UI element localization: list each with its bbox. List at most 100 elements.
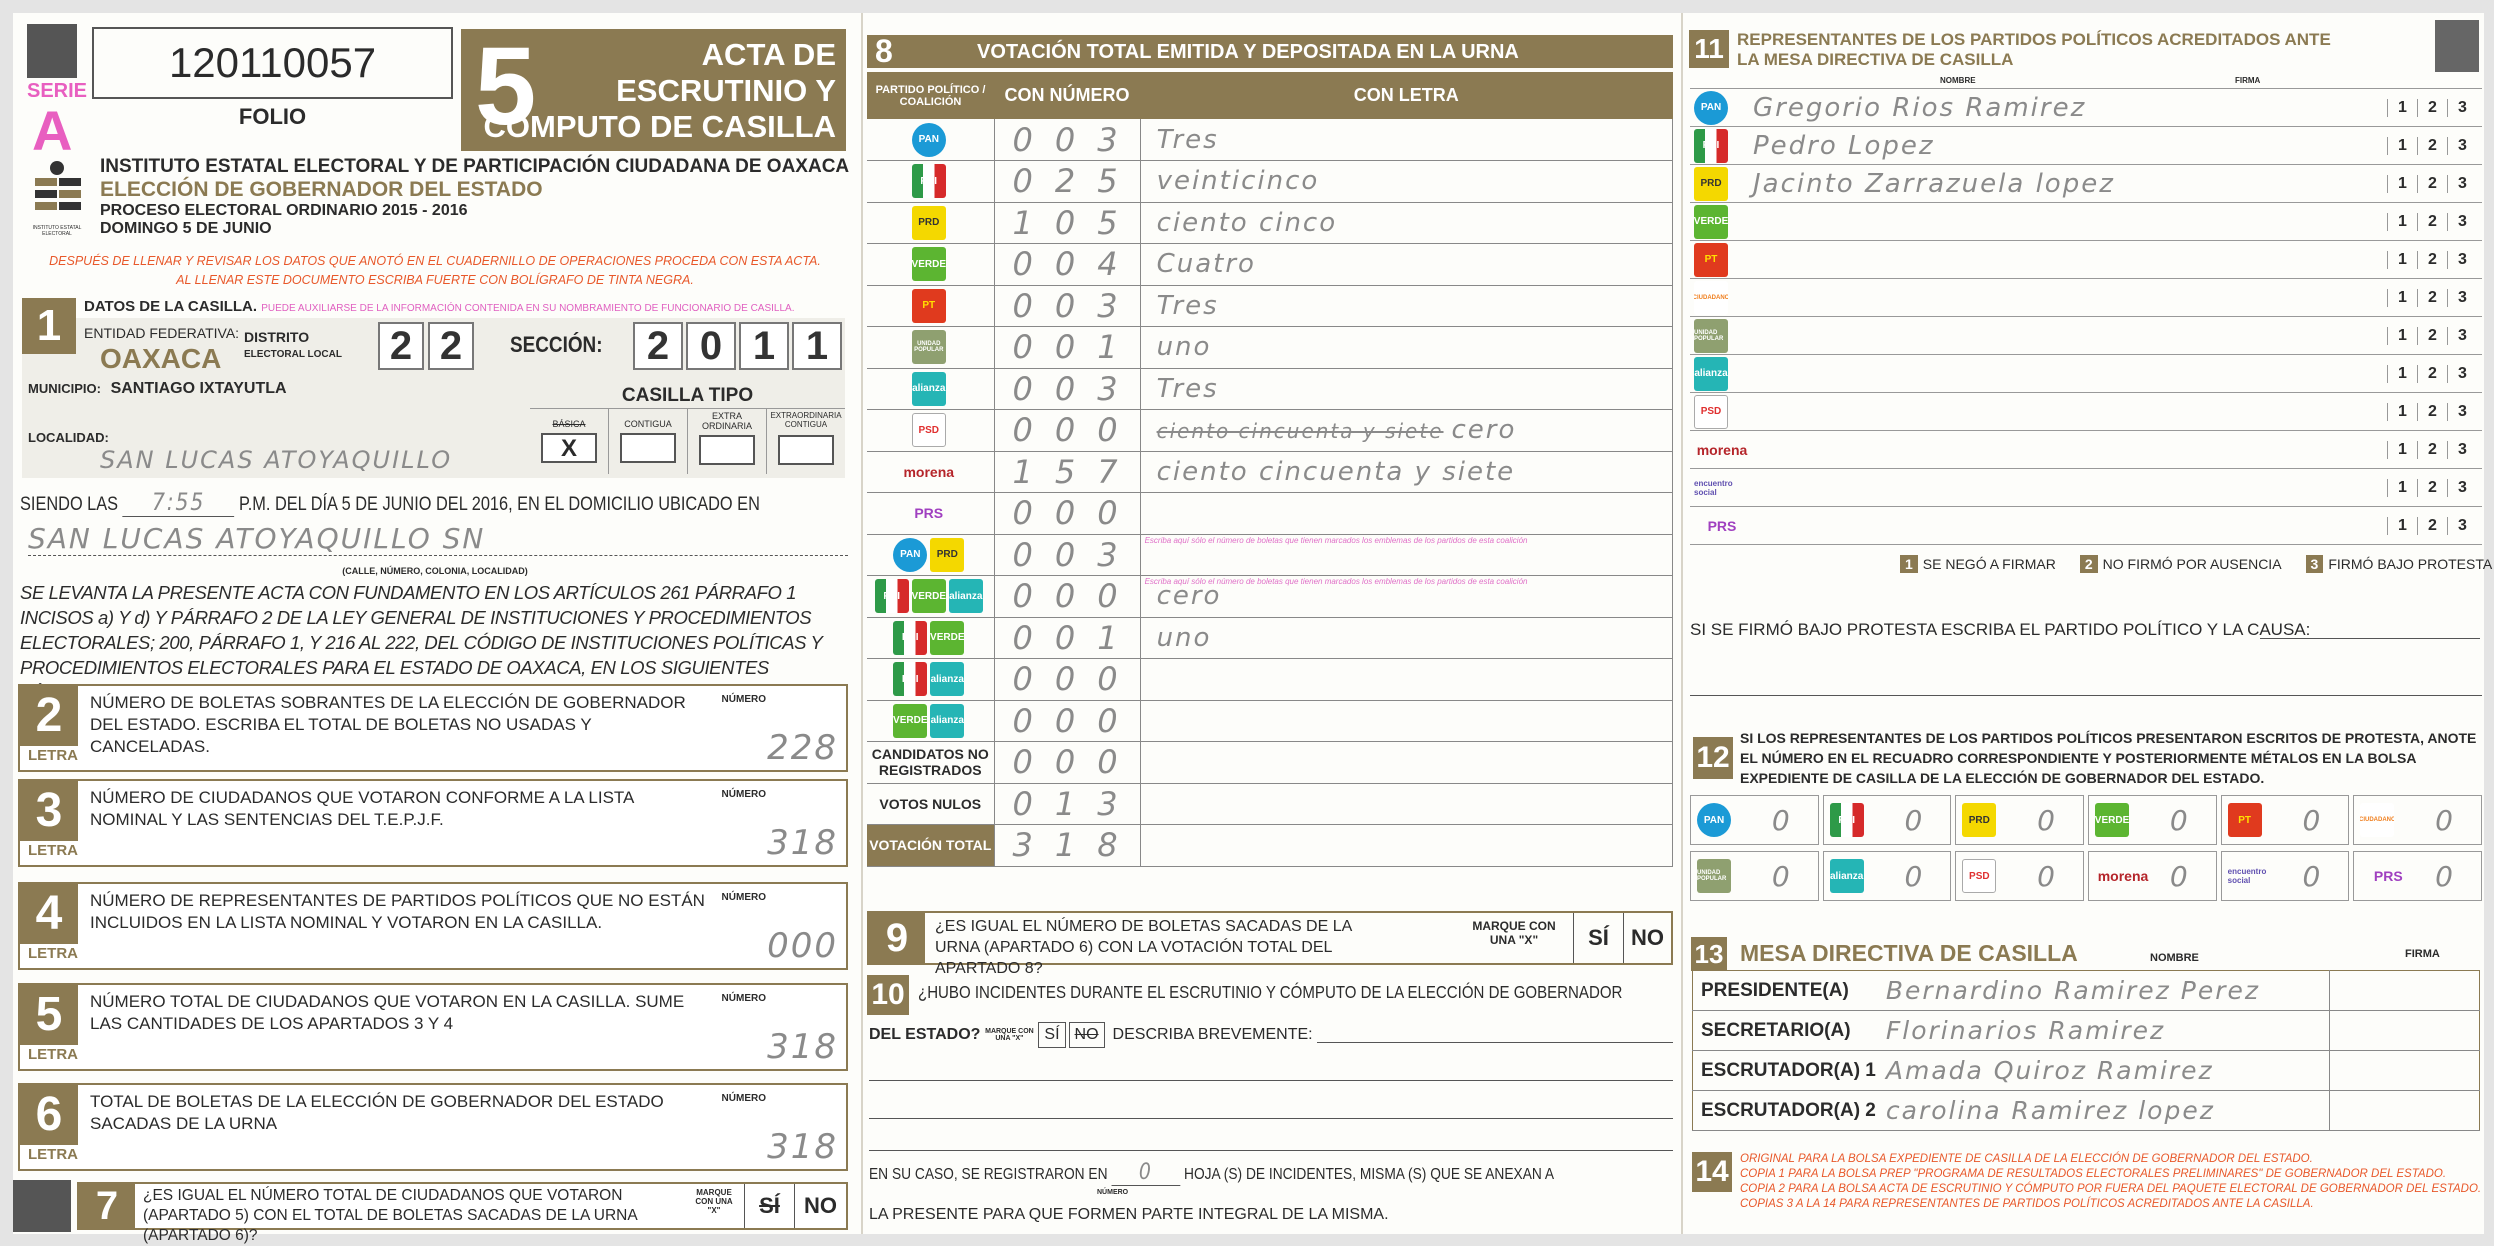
protest-box-psd[interactable]: PSD 0 <box>1955 851 2084 901</box>
numero-cell[interactable]: 157 <box>994 451 1141 493</box>
numero-cell[interactable]: 003 <box>994 285 1141 327</box>
letra-cell[interactable]: Tres <box>1140 368 1674 410</box>
status-option-1[interactable]: 1 <box>2387 98 2417 117</box>
representative-name[interactable]: Pedro Lopez <box>1753 126 2387 165</box>
letra-cell[interactable]: veinticinco <box>1140 160 1674 203</box>
representative-name[interactable] <box>1753 506 2387 545</box>
status-option-1[interactable]: 1 <box>2387 402 2417 421</box>
protest-box-prd[interactable]: PRD 0 <box>1955 795 2084 845</box>
numero-cell[interactable]: 000 <box>994 741 1141 784</box>
status-option-3[interactable]: 3 <box>2447 98 2477 117</box>
seccion-digit[interactable]: 2 <box>633 322 683 370</box>
protest-box-na[interactable]: alianza 0 <box>1822 851 1952 901</box>
status-option-1[interactable]: 1 <box>2387 478 2417 497</box>
protest-box-verde[interactable]: VERDE 0 <box>2088 795 2217 845</box>
status-option-2[interactable]: 2 <box>2417 136 2447 155</box>
representative-name[interactable] <box>1753 316 2387 355</box>
member-signature[interactable] <box>2329 1050 2480 1091</box>
representative-name[interactable] <box>1753 202 2387 241</box>
numero-value[interactable]: 318 <box>767 1027 838 1067</box>
status-option-1[interactable]: 1 <box>2387 516 2417 535</box>
member-name[interactable]: carolina Ramirez lopez <box>1875 1090 2330 1131</box>
status-option-3[interactable]: 3 <box>2447 478 2477 497</box>
letra-cell[interactable]: Tres <box>1140 285 1674 327</box>
status-option-2[interactable]: 2 <box>2417 364 2447 383</box>
numero-cell[interactable]: 000 <box>994 658 1141 701</box>
protest-box-pt[interactable]: PT 0 <box>2220 795 2350 845</box>
distrito-digit[interactable]: 2 <box>428 322 474 370</box>
status-option-2[interactable]: 2 <box>2417 174 2447 193</box>
protest-line[interactable] <box>1690 695 2482 696</box>
status-option-3[interactable]: 3 <box>2447 212 2477 231</box>
status-option-2[interactable]: 2 <box>2417 98 2447 117</box>
numero-value[interactable]: 318 <box>767 823 838 863</box>
tipo-extraordinaria-checkbox[interactable] <box>699 435 755 465</box>
numero-value[interactable]: 000 <box>767 926 838 966</box>
protest-box-morena[interactable]: morena 0 <box>2088 851 2217 901</box>
status-option-3[interactable]: 3 <box>2447 516 2477 535</box>
member-signature[interactable] <box>2329 970 2480 1011</box>
representative-name[interactable] <box>1753 468 2387 507</box>
numero-cell[interactable]: 001 <box>994 326 1141 369</box>
numero-cell[interactable]: 000 <box>994 409 1141 452</box>
letra-cell[interactable] <box>1140 824 1674 867</box>
letra-cell[interactable]: ciento cincuenta y siete <box>1140 451 1674 493</box>
status-option-1[interactable]: 1 <box>2387 212 2417 231</box>
representative-name[interactable] <box>1753 354 2387 393</box>
status-option-2[interactable]: 2 <box>2417 516 2447 535</box>
protest-box-pri[interactable]: PRI 0 <box>1822 795 1952 845</box>
numero-cell[interactable]: 003 <box>994 368 1141 410</box>
letra-cell[interactable]: ciento cincuenta y siete cero <box>1140 409 1674 452</box>
section-10-no[interactable]: NO <box>1068 1022 1105 1048</box>
status-option-1[interactable]: 1 <box>2387 288 2417 307</box>
letra-cell[interactable]: Escriba aquí sólo el número de boletas q… <box>1140 534 1674 576</box>
status-option-3[interactable]: 3 <box>2447 326 2477 345</box>
representative-name[interactable] <box>1753 430 2387 469</box>
numero-cell[interactable]: 000 <box>994 492 1141 535</box>
representative-name[interactable] <box>1753 392 2387 431</box>
numero-cell[interactable]: 001 <box>994 617 1141 659</box>
localidad-value[interactable]: SAN LUCAS ATOYAQUILLO <box>100 446 453 474</box>
tipo-extraordinaria-contigua-checkbox[interactable] <box>778 435 834 465</box>
describe-line[interactable] <box>869 1080 1673 1081</box>
describe-line[interactable] <box>869 1118 1673 1119</box>
member-signature[interactable] <box>2329 1010 2480 1051</box>
section-9-yes[interactable]: SÍ <box>1573 913 1623 963</box>
member-name[interactable]: Amada Quiroz Ramirez <box>1875 1050 2330 1091</box>
section-10-yes[interactable]: SÍ <box>1038 1022 1066 1048</box>
section-9-no[interactable]: NO <box>1623 913 1671 963</box>
section-7-yes[interactable]: SÍ <box>744 1184 794 1228</box>
status-option-2[interactable]: 2 <box>2417 288 2447 307</box>
seccion-digit[interactable]: 0 <box>686 322 736 370</box>
tipo-basica-checkbox[interactable]: X <box>541 433 597 463</box>
letra-cell[interactable] <box>1140 658 1674 701</box>
status-option-1[interactable]: 1 <box>2387 440 2417 459</box>
status-option-2[interactable]: 2 <box>2417 250 2447 269</box>
letra-cell[interactable]: ciento cinco <box>1140 202 1674 244</box>
protest-box-prs[interactable]: PRS 0 <box>2353 851 2482 901</box>
status-option-1[interactable]: 1 <box>2387 326 2417 345</box>
status-option-2[interactable]: 2 <box>2417 478 2447 497</box>
status-option-2[interactable]: 2 <box>2417 440 2447 459</box>
letra-cell[interactable]: uno <box>1140 326 1674 369</box>
status-option-2[interactable]: 2 <box>2417 402 2447 421</box>
describe-line[interactable] <box>869 1150 1673 1151</box>
status-option-3[interactable]: 3 <box>2447 250 2477 269</box>
opening-time[interactable]: 7:55 <box>122 488 235 517</box>
letra-cell[interactable] <box>1140 700 1674 742</box>
numero-cell[interactable]: 318 <box>994 824 1141 867</box>
letra-cell[interactable]: Cuatro <box>1140 243 1674 286</box>
status-option-3[interactable]: 3 <box>2447 136 2477 155</box>
numero-cell[interactable]: 004 <box>994 243 1141 286</box>
protest-box-pes[interactable]: encuentro social 0 <box>2220 851 2350 901</box>
letra-cell[interactable] <box>1140 783 1674 825</box>
numero-cell[interactable]: 003 <box>994 119 1141 161</box>
letra-cell[interactable] <box>1140 492 1674 535</box>
numero-cell[interactable]: 000 <box>994 575 1141 618</box>
numero-cell[interactable]: 105 <box>994 202 1141 244</box>
member-signature[interactable] <box>2329 1090 2480 1131</box>
tipo-contigua-checkbox[interactable] <box>620 433 676 463</box>
letra-cell[interactable]: uno <box>1140 617 1674 659</box>
status-option-1[interactable]: 1 <box>2387 250 2417 269</box>
numero-value[interactable]: 318 <box>767 1127 838 1167</box>
